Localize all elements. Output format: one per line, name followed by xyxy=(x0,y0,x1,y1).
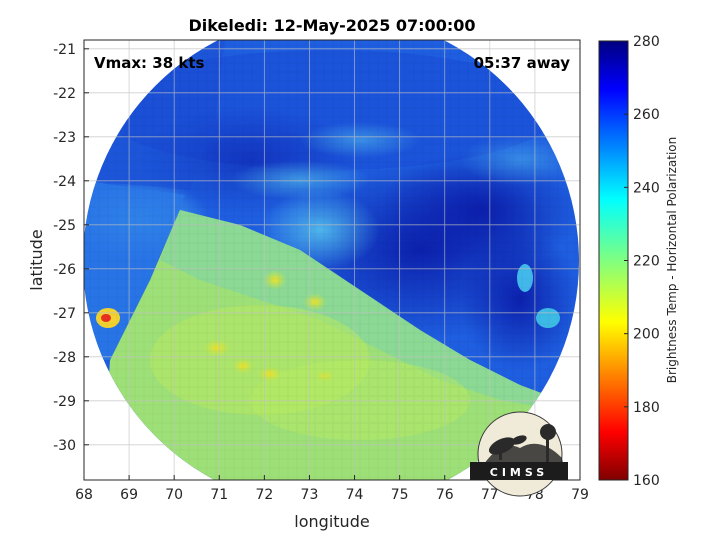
y-tick-label: -25 xyxy=(53,218,76,234)
colorbar-tick-label: 160 xyxy=(633,473,660,489)
colorbar-tick-label: 180 xyxy=(633,400,660,416)
cimss-logo-text: CIMSS xyxy=(490,466,548,479)
colorbar-label: Brightness Temp - Horizontal Polarizatio… xyxy=(665,137,679,384)
colorbar-tick-label: 200 xyxy=(633,327,660,343)
x-axis-label: longitude xyxy=(294,512,369,531)
y-tick-label: -22 xyxy=(53,86,76,102)
colorbar-tick-label: 260 xyxy=(633,107,660,123)
chart-title: Dikeledi: 12-May-2025 07:00:00 xyxy=(189,16,476,35)
x-tick-label: 72 xyxy=(255,487,273,503)
y-tick-label: -23 xyxy=(53,130,76,146)
x-tick-label: 68 xyxy=(75,487,93,503)
cimss-logo: CIMSS xyxy=(470,411,568,497)
y-tick-label: -28 xyxy=(53,350,76,366)
y-axis-ticks: -21 -22 -23 -24 -25 -26 -27 -28 -29 -30 xyxy=(53,42,89,454)
colorbar-tick-label: 240 xyxy=(633,180,660,196)
x-tick-label: 79 xyxy=(571,487,589,503)
colorbar-tick-label: 280 xyxy=(633,34,660,50)
x-tick-label: 69 xyxy=(120,487,138,503)
vmax-annotation: Vmax: 38 kts xyxy=(94,54,204,72)
y-tick-label: -26 xyxy=(53,262,76,278)
y-tick-label: -21 xyxy=(53,42,76,58)
time-offset-annotation: 05:37 away xyxy=(474,54,571,72)
axes-frame xyxy=(83,39,581,481)
colorbar-tick-label: 220 xyxy=(633,254,660,270)
x-tick-label: 75 xyxy=(391,487,409,503)
colorbar-ticks: 160 180 200 220 240 260 280 xyxy=(624,34,660,489)
y-tick-label: -29 xyxy=(53,394,76,410)
x-tick-label: 77 xyxy=(481,487,499,503)
x-tick-label: 71 xyxy=(210,487,228,503)
x-tick-label: 74 xyxy=(346,487,364,503)
y-tick-label: -24 xyxy=(53,174,76,190)
y-tick-label: -27 xyxy=(53,306,76,322)
x-tick-label: 73 xyxy=(301,487,319,503)
colorbar xyxy=(598,40,629,481)
x-tick-label: 70 xyxy=(165,487,183,503)
x-tick-label: 76 xyxy=(436,487,454,503)
y-axis-label: latitude xyxy=(27,229,46,290)
y-tick-label: -30 xyxy=(53,438,76,454)
